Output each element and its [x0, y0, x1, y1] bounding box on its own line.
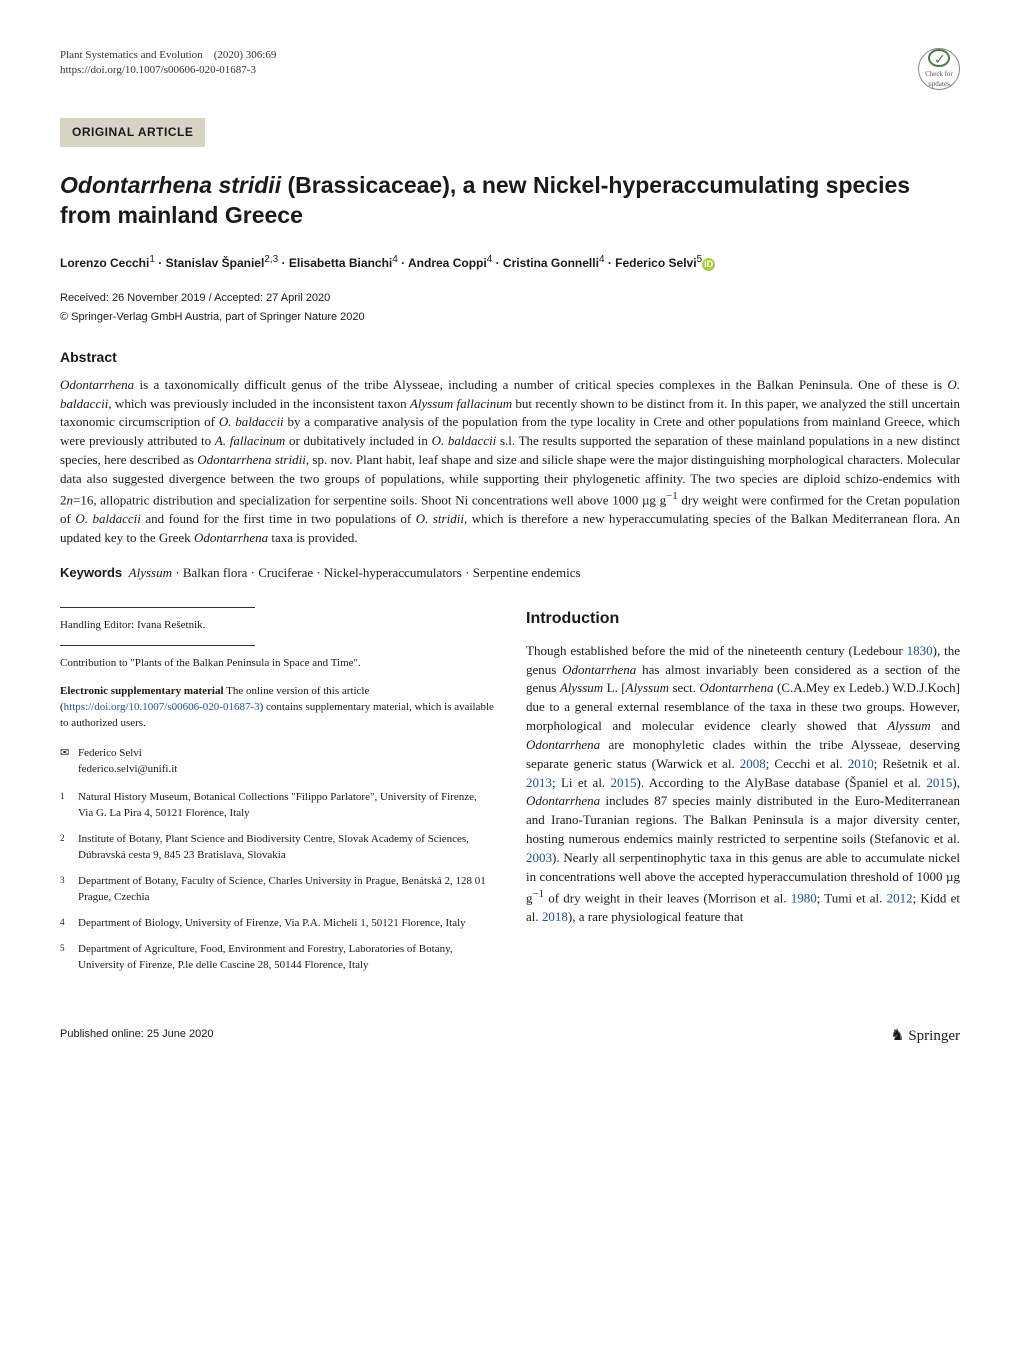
- introduction-heading: Introduction: [526, 607, 960, 630]
- affiliation-text: Natural History Museum, Botanical Collec…: [78, 791, 477, 819]
- publisher-name: Springer: [908, 1028, 960, 1044]
- orcid-icon[interactable]: iD: [702, 258, 715, 271]
- supp-label: Electronic supplementary material: [60, 685, 224, 697]
- journal-header: Plant Systematics and Evolution (2020) 3…: [60, 48, 960, 90]
- corr-name: Federico Selvi: [78, 746, 494, 762]
- affiliations-list: 1 Natural History Museum, Botanical Colle…: [60, 790, 494, 973]
- contribution-note: Contribution to "Plants of the Balkan Pe…: [60, 656, 494, 672]
- check-icon: [928, 49, 950, 67]
- copyright: © Springer-Verlag GmbH Austria, part of …: [60, 310, 960, 326]
- handling-editor: Handling Editor: Ivana Rešetnik.: [60, 618, 494, 634]
- affiliation-item: 1 Natural History Museum, Botanical Colle…: [60, 790, 494, 822]
- affiliation-item: 3 Department of Botany, Faculty of Scienc…: [60, 874, 494, 906]
- correspondence-author: Federico Selvi federico.selvi@unifi.it: [60, 746, 494, 778]
- keywords-label: Keywords: [60, 565, 122, 580]
- published-online: Published online: 25 June 2020: [60, 1027, 214, 1043]
- abstract-text: Odontarrhena is a taxonomically difficul…: [60, 376, 960, 548]
- keywords-line: Keywords Alyssum · Balkan flora · Crucif…: [60, 564, 960, 583]
- supplementary-material: Electronic supplementary material The on…: [60, 684, 494, 732]
- article-title: Odontarrhena stridii (Brassicaceae), a n…: [60, 171, 960, 231]
- affiliation-number: 4: [60, 916, 65, 929]
- affiliation-item: 4 Department of Biology, University of Fi…: [60, 916, 494, 932]
- springer-logo: ♞ Springer: [890, 1024, 960, 1048]
- affiliation-number: 5: [60, 942, 65, 955]
- right-column: Introduction Though established before t…: [526, 607, 960, 984]
- two-column-layout: Handling Editor: Ivana Rešetnik. Contrib…: [60, 607, 960, 984]
- springer-horse-icon: ♞: [890, 1024, 904, 1047]
- affiliation-number: 3: [60, 874, 65, 887]
- affiliation-number: 1: [60, 790, 65, 803]
- abstract-heading: Abstract: [60, 347, 960, 367]
- affiliation-item: 2 Institute of Botany, Plant Science and …: [60, 832, 494, 864]
- journal-info: Plant Systematics and Evolution (2020) 3…: [60, 48, 276, 79]
- journal-name-issue: Plant Systematics and Evolution (2020) 3…: [60, 48, 276, 63]
- left-column: Handling Editor: Ivana Rešetnik. Contrib…: [60, 607, 494, 984]
- footnote-divider: [60, 607, 255, 608]
- page-footer: Published online: 25 June 2020 ♞ Springe…: [60, 1024, 960, 1048]
- affiliation-text: Department of Botany, Faculty of Science…: [78, 875, 486, 903]
- corr-email[interactable]: federico.selvi@unifi.it: [78, 762, 494, 778]
- affiliation-text: Department of Agriculture, Food, Environ…: [78, 943, 453, 971]
- introduction-text: Though established before the mid of the…: [526, 642, 960, 927]
- article-dates: Received: 26 November 2019 / Accepted: 2…: [60, 291, 960, 307]
- affiliation-text: Department of Biology, University of Fir…: [78, 917, 466, 929]
- footnote-divider: [60, 645, 255, 646]
- journal-doi[interactable]: https://doi.org/10.1007/s00606-020-01687…: [60, 63, 276, 78]
- crossmark-label: Check for updates: [919, 69, 959, 89]
- affiliation-text: Institute of Botany, Plant Science and B…: [78, 833, 469, 861]
- affiliation-item: 5 Department of Agriculture, Food, Enviro…: [60, 942, 494, 974]
- crossmark-badge[interactable]: Check for updates: [918, 48, 960, 90]
- affiliation-number: 2: [60, 832, 65, 845]
- keywords-text: Alyssum · Balkan flora · Cruciferae · Ni…: [129, 565, 581, 580]
- author-list: Lorenzo Cecchi1 · Stanislav Španiel2,3 ·…: [60, 253, 960, 272]
- article-type-label: ORIGINAL ARTICLE: [60, 118, 205, 147]
